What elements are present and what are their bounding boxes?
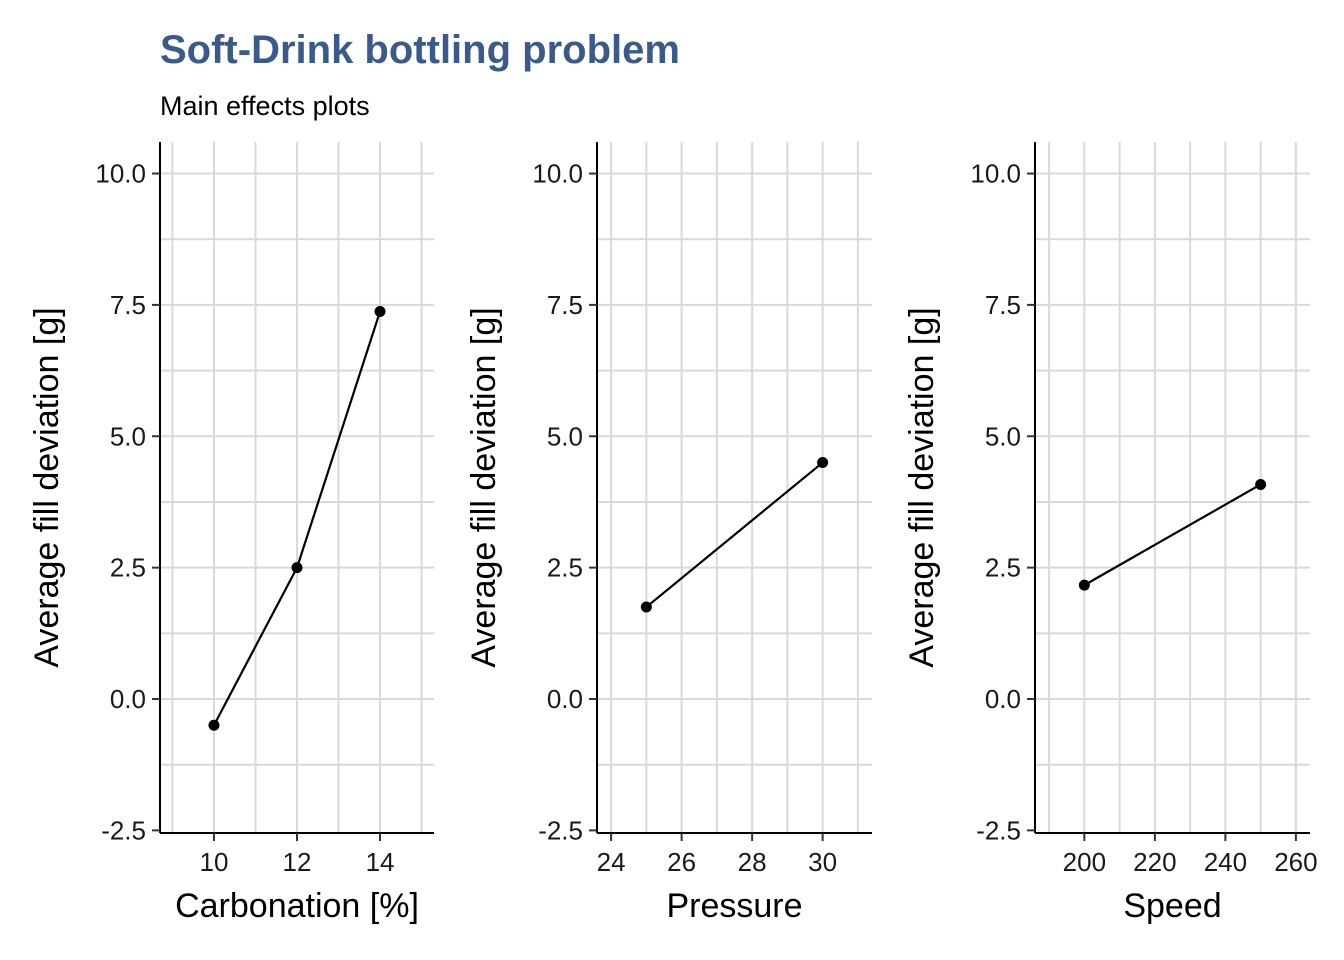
y-tick-label: 5.0 (985, 421, 1021, 451)
chart-subtitle: Main effects plots (160, 91, 370, 121)
x-axis-title: Speed (1123, 887, 1221, 925)
panel-1: -2.5 0.0 2.5 5.0 7.5 10.0 10 12 14 Carbonation [%… (28, 142, 434, 925)
y-tick-label: 10.0 (970, 159, 1021, 189)
data-point (374, 305, 386, 317)
y-tick-label: 2.5 (110, 553, 146, 583)
y-tick-label: -2.5 (101, 815, 146, 845)
series-line (1083, 483, 1262, 587)
y-tick-label: 0.0 (547, 684, 583, 714)
x-tick-label: 30 (808, 847, 837, 877)
panels: -2.5 0.0 2.5 5.0 7.5 10.0 10 12 14 Carbonation [%… (28, 142, 1318, 925)
x-tick-label: 200 (1063, 847, 1106, 877)
data-point (640, 601, 652, 613)
x-tick-label: 10 (200, 847, 229, 877)
y-tick-label: 5.0 (547, 421, 583, 451)
y-tick-label: 10.0 (532, 159, 583, 189)
x-tick-label: 24 (597, 847, 626, 877)
x-tick-label: 14 (366, 847, 395, 877)
x-tick-label: 240 (1204, 847, 1247, 877)
y-tick-label: 7.5 (985, 290, 1021, 320)
y-tick-label: 7.5 (547, 290, 583, 320)
y-axis-title: Average fill deviation [g] (465, 307, 503, 667)
y-axis-title: Average fill deviation [g] (28, 307, 66, 667)
y-tick-label: -2.5 (538, 815, 583, 845)
y-tick-label: 7.5 (110, 290, 146, 320)
y-axis-title: Average fill deviation [g] (903, 307, 941, 667)
x-axis-title: Pressure (666, 887, 802, 925)
y-tick-label: -2.5 (976, 815, 1021, 845)
series-line (645, 461, 824, 608)
x-tick-label: 260 (1274, 847, 1317, 877)
x-tick-label: 28 (738, 847, 767, 877)
y-tick-label: 10.0 (95, 159, 146, 189)
y-tick-label: 2.5 (985, 553, 1021, 583)
data-point (817, 457, 829, 469)
panel-3: -2.5 0.0 2.5 5.0 7.5 10.0 200 220 240 260 Speed Ave… (903, 142, 1318, 925)
data-point (208, 719, 220, 731)
x-tick-label: 220 (1133, 847, 1176, 877)
data-point (1078, 579, 1090, 591)
x-axis-title: Carbonation [%] (175, 887, 419, 925)
y-tick-label: 0.0 (985, 684, 1021, 714)
x-tick-label: 12 (283, 847, 312, 877)
y-tick-label: 5.0 (110, 421, 146, 451)
chart-title: Soft-Drink bottling problem (160, 28, 680, 72)
x-tick-label: 26 (667, 847, 696, 877)
y-tick-label: 0.0 (110, 684, 146, 714)
data-point (291, 562, 303, 574)
y-tick-label: 2.5 (547, 553, 583, 583)
data-point (1255, 478, 1267, 490)
